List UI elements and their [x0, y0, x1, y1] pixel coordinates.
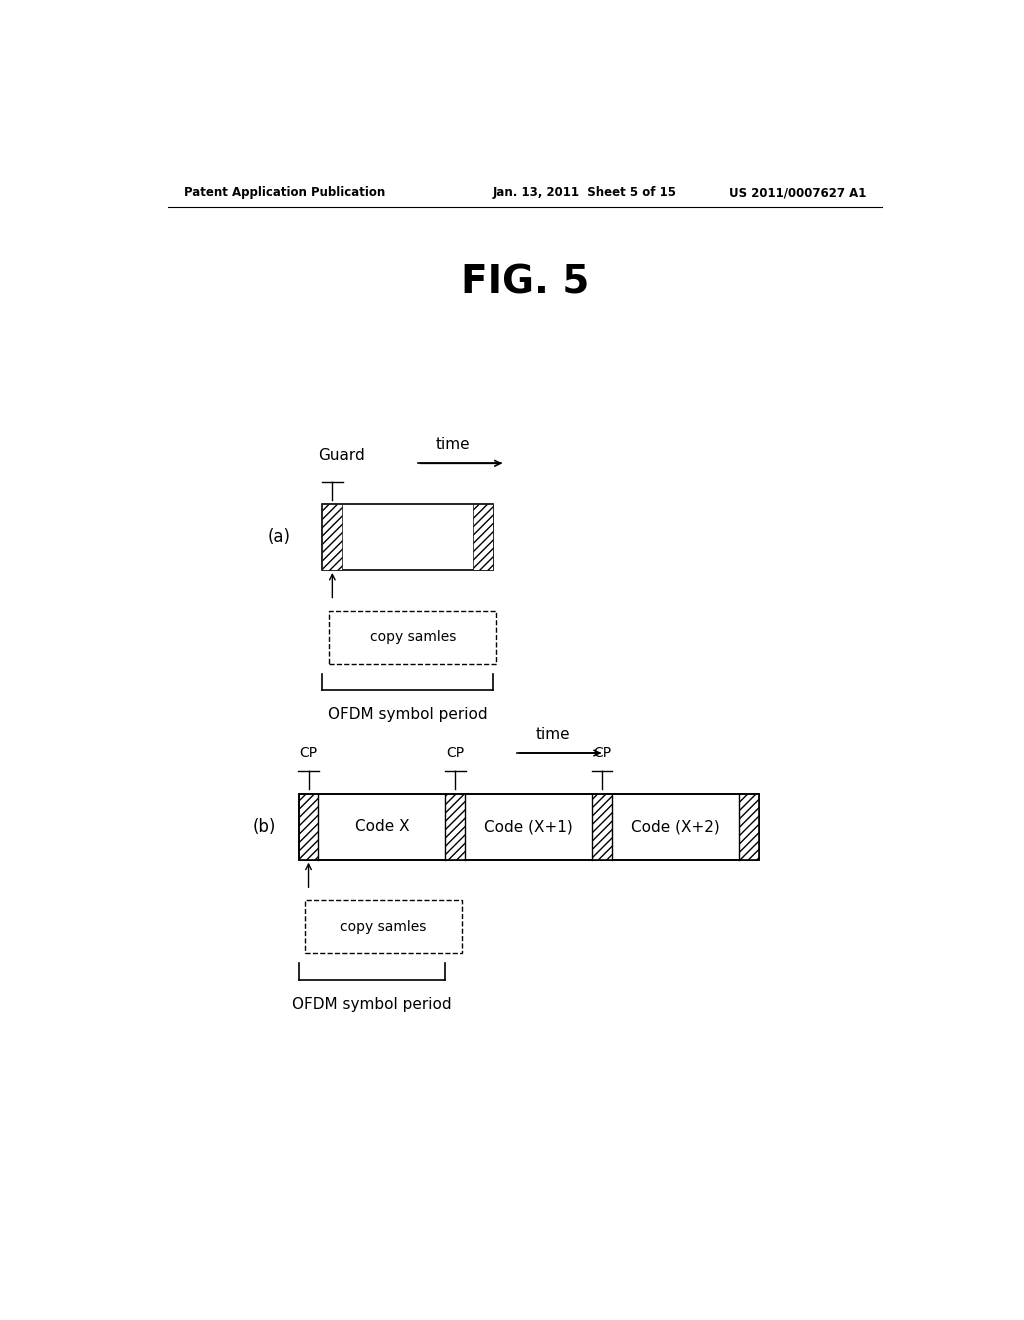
Text: Code X: Code X — [354, 820, 410, 834]
Bar — [329, 611, 497, 664]
Text: Jan. 13, 2011  Sheet 5 of 15: Jan. 13, 2011 Sheet 5 of 15 — [494, 186, 677, 199]
Text: US 2011/0007627 A1: US 2011/0007627 A1 — [729, 186, 866, 199]
Text: time: time — [436, 437, 471, 453]
Bar — [739, 793, 759, 859]
Text: OFDM symbol period: OFDM symbol period — [292, 997, 452, 1011]
Text: time: time — [536, 727, 570, 742]
Bar — [305, 900, 462, 953]
Text: Patent Application Publication: Patent Application Publication — [183, 186, 385, 199]
Text: Code (X+2): Code (X+2) — [631, 820, 720, 834]
Text: CP: CP — [299, 746, 317, 760]
Bar — [299, 793, 759, 859]
Text: CP: CP — [593, 746, 611, 760]
Bar — [473, 504, 494, 570]
Text: OFDM symbol period: OFDM symbol period — [328, 708, 487, 722]
Text: (a): (a) — [267, 528, 290, 546]
Text: Code (X+1): Code (X+1) — [484, 820, 573, 834]
Text: copy samles: copy samles — [370, 630, 456, 644]
Bar — [299, 793, 759, 859]
Text: (b): (b) — [253, 817, 276, 836]
Bar — [592, 793, 612, 859]
Text: FIG. 5: FIG. 5 — [461, 264, 589, 301]
Text: copy samles: copy samles — [340, 920, 427, 933]
Bar — [323, 504, 342, 570]
Text: CP: CP — [446, 746, 465, 760]
Bar — [299, 793, 318, 859]
Bar — [445, 793, 465, 859]
Bar — [323, 504, 494, 570]
Text: Guard: Guard — [318, 447, 366, 463]
